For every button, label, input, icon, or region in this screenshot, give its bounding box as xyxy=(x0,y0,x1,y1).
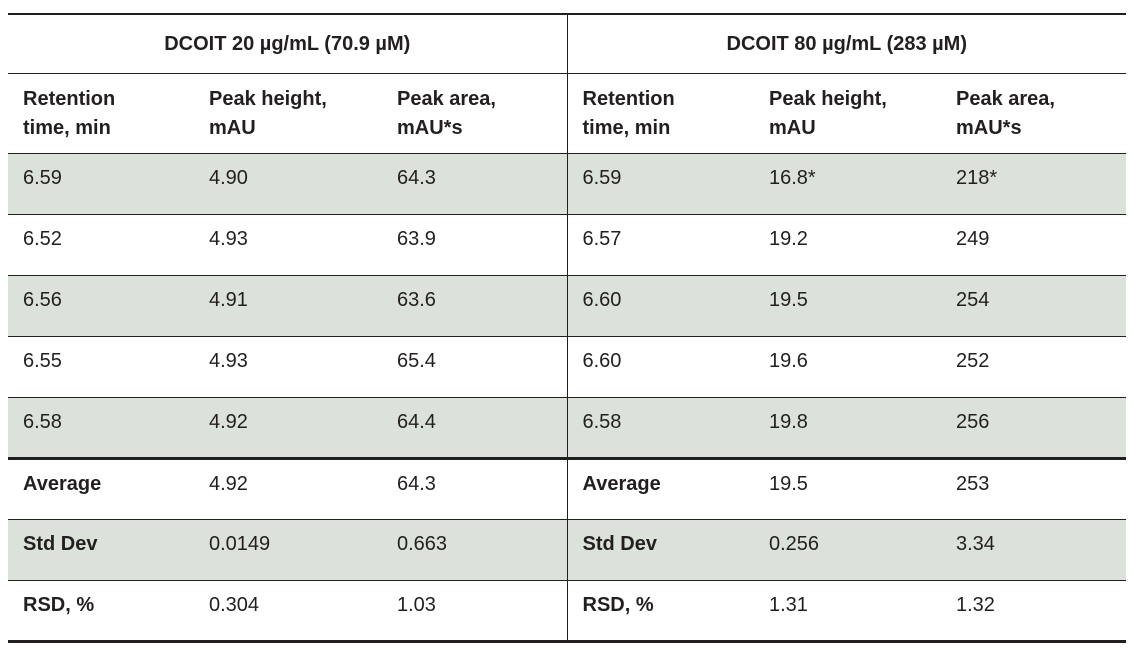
column-header-line: mAU xyxy=(769,116,816,139)
column-header: Peak area, mAU*s xyxy=(941,73,1127,154)
results-table-container: DCOIT 20 µg/mL (70.9 µM) DCOIT 80 µg/mL … xyxy=(8,13,1127,643)
rsd-row: RSD, % 0.304 1.03 RSD, % 1.31 1.32 xyxy=(8,580,1127,643)
table-row: 6.58 4.92 64.4 6.58 19.8 256 xyxy=(8,397,1127,459)
table-cell: 1.03 xyxy=(382,580,568,643)
table-cell: 19.6 xyxy=(754,336,941,398)
table-cell: 254 xyxy=(941,275,1127,337)
column-header-line: Retention xyxy=(582,87,675,110)
column-header: Retention time, min xyxy=(567,73,754,154)
table-cell: 0.663 xyxy=(382,519,568,581)
table-cell: 252 xyxy=(941,336,1127,398)
table-cell: 4.93 xyxy=(194,336,382,398)
table-cell: 249 xyxy=(941,214,1127,276)
table-cell: 19.8 xyxy=(754,397,941,459)
column-header: Peak height, mAU xyxy=(194,73,382,154)
row-label: Std Dev xyxy=(567,519,754,581)
table-cell: 6.58 xyxy=(567,397,754,459)
column-header-line: mAU xyxy=(209,116,256,139)
average-row: Average 4.92 64.3 Average 19.5 253 xyxy=(8,457,1127,520)
table-cell: 1.32 xyxy=(941,580,1127,643)
column-header-line: mAU*s xyxy=(956,116,1022,139)
group-header-row: DCOIT 20 µg/mL (70.9 µM) DCOIT 80 µg/mL … xyxy=(8,13,1127,74)
table-cell: 63.6 xyxy=(382,275,568,337)
table-row: 6.59 4.90 64.3 6.59 16.8* 218* xyxy=(8,153,1127,215)
group-header-80ug: DCOIT 80 µg/mL (283 µM) xyxy=(567,13,1127,74)
row-label: RSD, % xyxy=(8,580,194,643)
table-cell: 6.57 xyxy=(567,214,754,276)
table-cell: 4.92 xyxy=(194,397,382,459)
table-cell: 63.9 xyxy=(382,214,568,276)
table-cell: 0.304 xyxy=(194,580,382,643)
table-cell: 6.58 xyxy=(8,397,194,459)
dcoit-results-table: DCOIT 20 µg/mL (70.9 µM) DCOIT 80 µg/mL … xyxy=(8,13,1127,643)
row-label: Average xyxy=(567,457,754,520)
column-header: Peak area, mAU*s xyxy=(382,73,568,154)
table-cell: 256 xyxy=(941,397,1127,459)
table-cell: 6.52 xyxy=(8,214,194,276)
table-cell: 6.60 xyxy=(567,336,754,398)
column-header-line: mAU*s xyxy=(397,116,463,139)
table-cell: 16.8* xyxy=(754,153,941,215)
table-cell: 64.3 xyxy=(382,457,568,520)
table-cell: 65.4 xyxy=(382,336,568,398)
row-label: Average xyxy=(8,457,194,520)
table-cell: 4.92 xyxy=(194,457,382,520)
std-dev-row: Std Dev 0.0149 0.663 Std Dev 0.256 3.34 xyxy=(8,519,1127,581)
column-header-line: Retention xyxy=(23,87,116,110)
table-cell: 0.0149 xyxy=(194,519,382,581)
table-cell: 64.4 xyxy=(382,397,568,459)
table-cell: 4.91 xyxy=(194,275,382,337)
column-header-line: time, min xyxy=(582,116,671,139)
column-header-line: Peak area, xyxy=(397,87,496,110)
table-cell: 6.59 xyxy=(567,153,754,215)
table-row: 6.52 4.93 63.9 6.57 19.2 249 xyxy=(8,214,1127,276)
table-cell: 64.3 xyxy=(382,153,568,215)
table-cell: 218* xyxy=(941,153,1127,215)
table-cell: 6.56 xyxy=(8,275,194,337)
row-label: RSD, % xyxy=(567,580,754,643)
table-cell: 0.256 xyxy=(754,519,941,581)
table-row: 6.56 4.91 63.6 6.60 19.5 254 xyxy=(8,275,1127,337)
table-cell: 6.55 xyxy=(8,336,194,398)
column-header: Retention time, min xyxy=(8,73,194,154)
group-header-20ug: DCOIT 20 µg/mL (70.9 µM) xyxy=(8,13,568,74)
table-cell: 4.90 xyxy=(194,153,382,215)
row-label: Std Dev xyxy=(8,519,194,581)
table-cell: 253 xyxy=(941,457,1127,520)
table-cell: 3.34 xyxy=(941,519,1127,581)
table-cell: 19.2 xyxy=(754,214,941,276)
table-cell: 6.60 xyxy=(567,275,754,337)
table-body: 6.59 4.90 64.3 6.59 16.8* 218* 6.52 4.93… xyxy=(8,153,1127,643)
column-header-row: Retention time, min Peak height, mAU Peak … xyxy=(8,73,1127,154)
column-header: Peak height, mAU xyxy=(754,73,941,154)
table-cell: 4.93 xyxy=(194,214,382,276)
table-cell: 6.59 xyxy=(8,153,194,215)
table-cell: 1.31 xyxy=(754,580,941,643)
table-row: 6.55 4.93 65.4 6.60 19.6 252 xyxy=(8,336,1127,398)
column-header-line: time, min xyxy=(23,116,111,139)
column-header-line: Peak height, xyxy=(209,87,327,110)
table-cell: 19.5 xyxy=(754,275,941,337)
table-cell: 19.5 xyxy=(754,457,941,520)
column-header-line: Peak height, xyxy=(769,87,887,110)
column-header-line: Peak area, xyxy=(956,87,1055,110)
